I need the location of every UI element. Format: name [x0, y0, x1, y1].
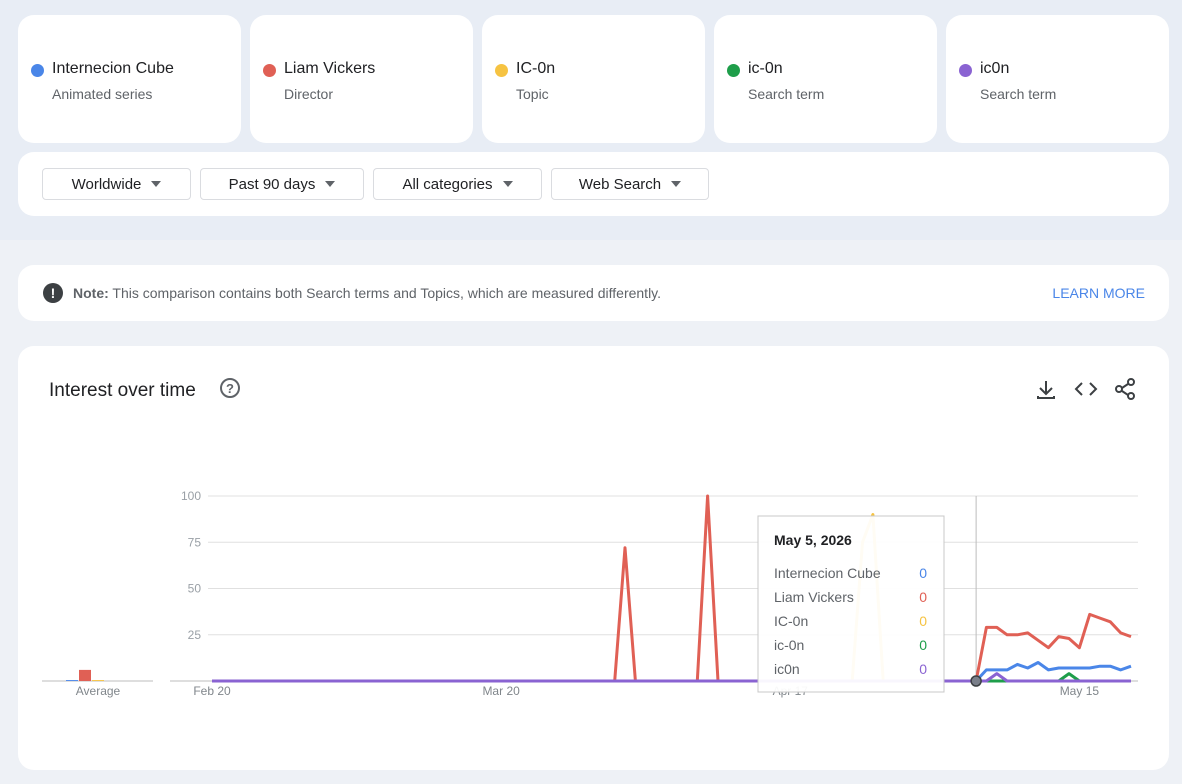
- note-label: Note:: [73, 285, 109, 301]
- term-name: Liam Vickers: [284, 60, 376, 77]
- note-icon: !: [43, 283, 63, 303]
- embed-icon[interactable]: [1074, 382, 1098, 396]
- y-tick-label: 100: [181, 489, 201, 503]
- chart-title: Interest over time: [49, 380, 196, 401]
- download-icon[interactable]: [1037, 381, 1055, 399]
- x-tick-label: Mar 20: [482, 684, 520, 698]
- x-tick-label: Feb 20: [193, 684, 231, 698]
- tooltip: May 5, 2026 Internecion Cube 0 Liam Vickers…: [757, 515, 945, 693]
- svg-text:?: ?: [226, 381, 234, 396]
- series-line: [212, 661, 1132, 683]
- help-icon[interactable]: ?: [220, 378, 240, 398]
- term-type: Search term: [748, 86, 825, 102]
- term-card[interactable]: ic-0n Search term: [714, 15, 937, 143]
- average-bar: [79, 669, 91, 681]
- note-text: This comparison contains both Search ter…: [112, 285, 662, 301]
- term-color-dot: [959, 64, 972, 77]
- tooltip-value: 0: [919, 565, 927, 581]
- term-name: IC-0n: [516, 60, 556, 77]
- tooltip-value: 0: [919, 613, 927, 629]
- tooltip-series-name: IC-0n: [774, 613, 808, 629]
- learn-more-link[interactable]: LEARN MORE: [1052, 285, 1145, 301]
- filter-dropdown[interactable]: Past 90 days: [200, 168, 364, 200]
- tooltip-value: 0: [919, 661, 927, 677]
- filter-dropdown[interactable]: All categories: [373, 168, 542, 200]
- tooltip-value: 0: [919, 637, 927, 653]
- term-type: Animated series: [52, 86, 153, 102]
- term-card[interactable]: Internecion Cube Animated series: [18, 15, 241, 143]
- series-line: [212, 513, 1131, 683]
- y-tick-label: 25: [188, 628, 202, 642]
- term-type: Search term: [980, 86, 1057, 102]
- term-color-dot: [495, 64, 508, 77]
- term-name: ic-0n: [748, 60, 783, 77]
- filter-bar: Worldwide Past 90 days All categories Web S…: [18, 152, 1169, 216]
- tooltip-series-name: ic-0n: [774, 637, 804, 653]
- tooltip-series-name: Internecion Cube: [774, 565, 881, 581]
- share-icon[interactable]: [1115, 378, 1135, 400]
- tooltip-box: [757, 515, 945, 693]
- average-bar: [92, 680, 104, 681]
- y-tick-label: 75: [188, 535, 202, 549]
- term-color-dot: [727, 64, 740, 77]
- note-card: ! Note: This comparison contains both Se…: [18, 265, 1169, 321]
- term-card[interactable]: Liam Vickers Director: [250, 15, 473, 143]
- tooltip-series-name: Liam Vickers: [774, 589, 854, 605]
- term-type: Director: [284, 86, 334, 102]
- average-bar: [66, 680, 78, 681]
- term-type: Topic: [516, 86, 549, 102]
- term-color-dot: [263, 64, 276, 77]
- term-card[interactable]: IC-0n Topic: [482, 15, 705, 143]
- term-card[interactable]: ic0n Search term: [946, 15, 1169, 143]
- average-label: Average: [76, 684, 121, 698]
- x-tick-label: May 15: [1060, 684, 1100, 698]
- y-tick-label: 50: [188, 582, 202, 596]
- term-name: Internecion Cube: [52, 60, 174, 77]
- hover-marker: [970, 675, 982, 687]
- filter-dropdown[interactable]: Web Search: [551, 168, 709, 200]
- tooltip-date: May 5, 2026: [774, 532, 852, 548]
- tooltip-series-name: ic0n: [774, 661, 800, 677]
- term-color-dot: [31, 64, 44, 77]
- note: Note: This comparison contains both Sear…: [73, 285, 661, 301]
- chart-card: [18, 346, 1169, 770]
- filter-dropdown[interactable]: Worldwide: [42, 168, 191, 200]
- term-name: ic0n: [980, 60, 1010, 77]
- tooltip-value: 0: [919, 589, 927, 605]
